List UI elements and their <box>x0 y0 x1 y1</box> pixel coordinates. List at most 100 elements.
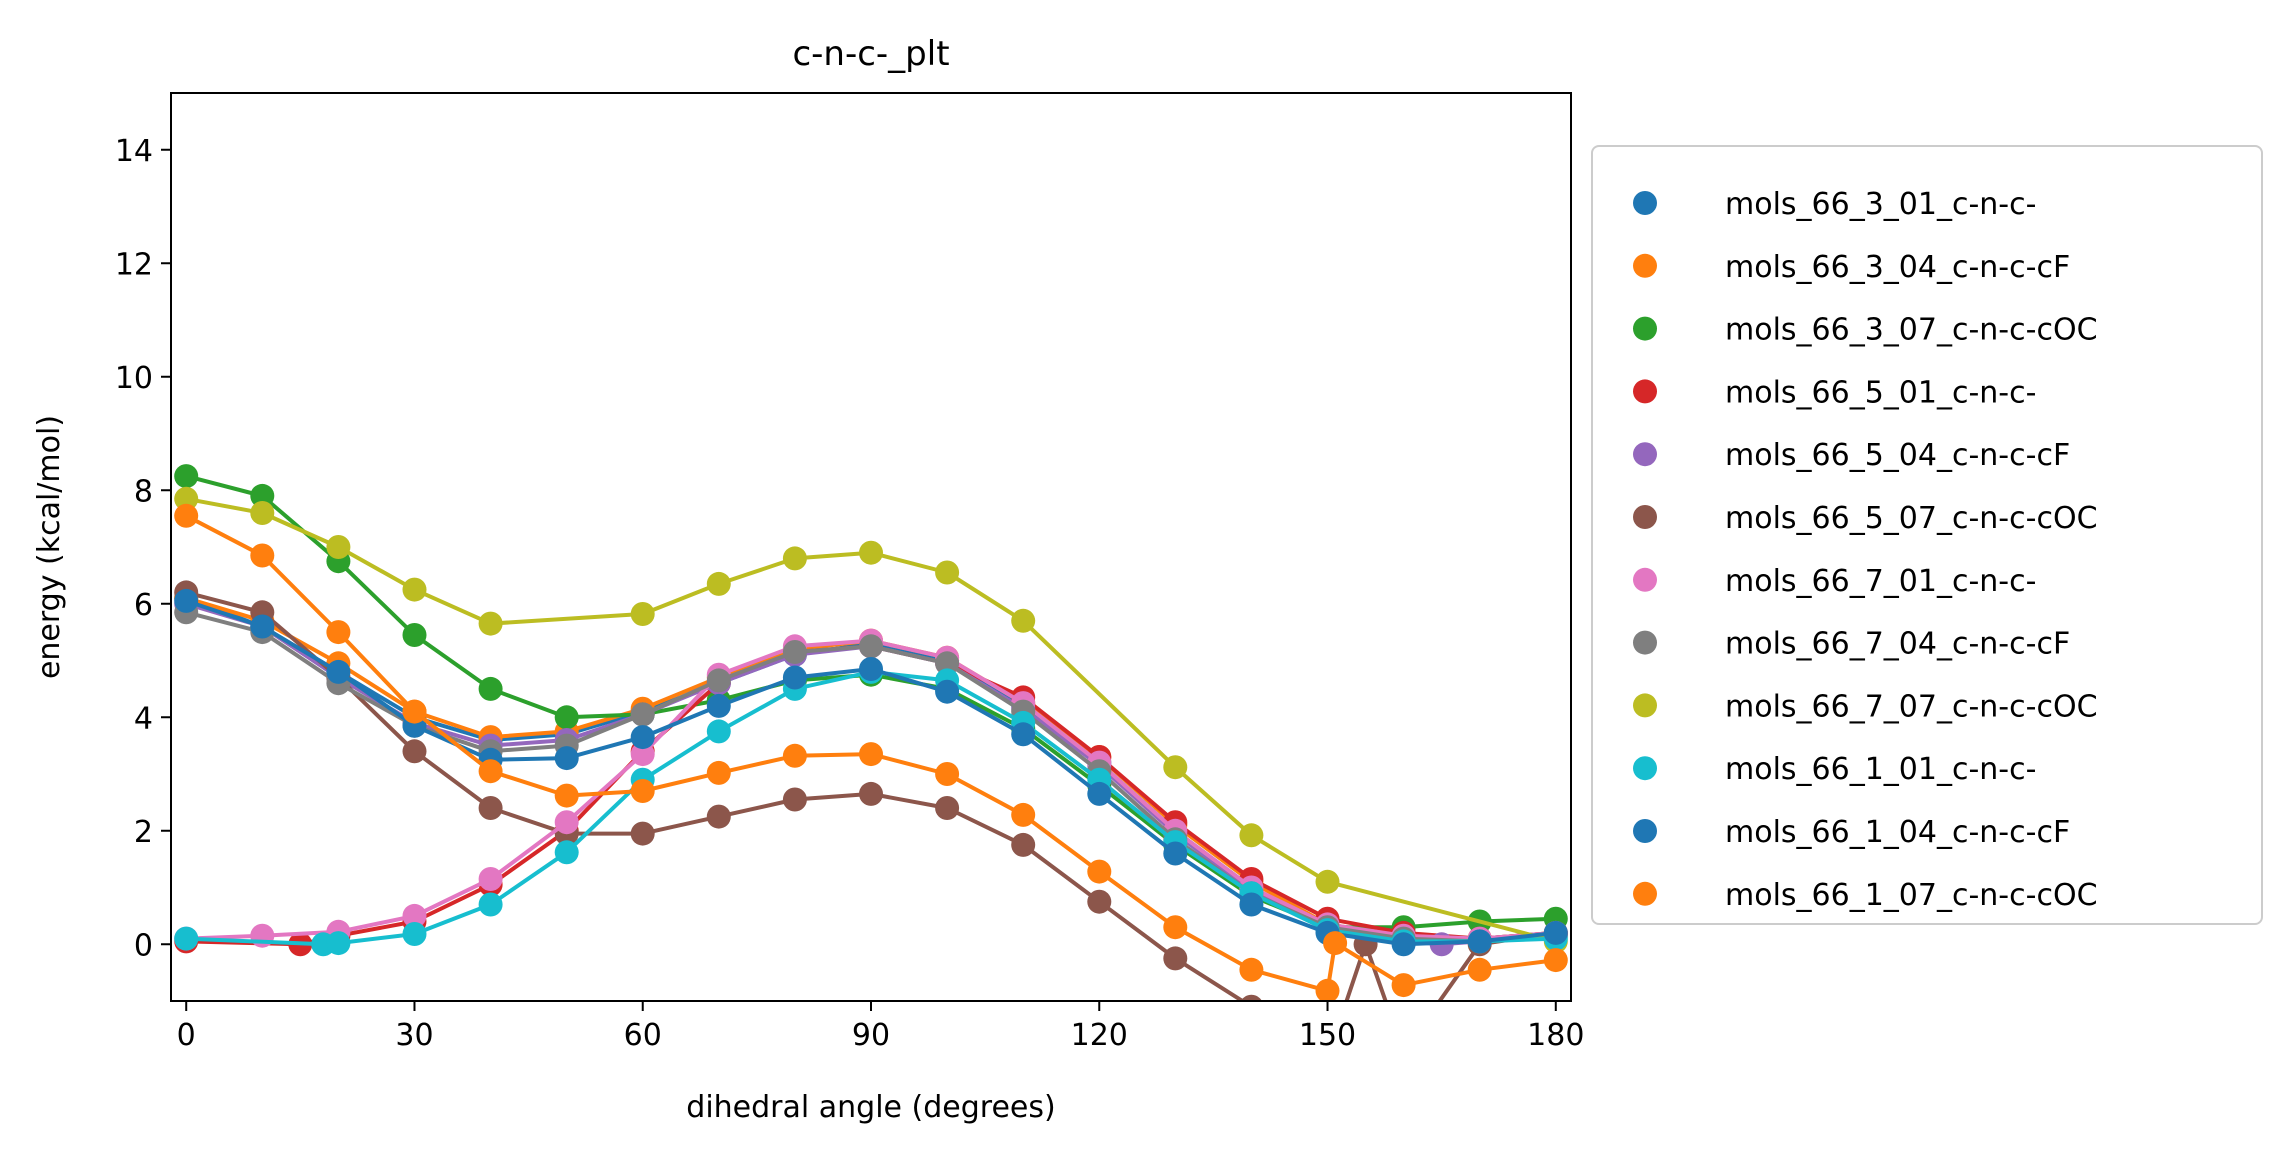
legend-item: mols_66_3_07_c-n-c-cOC <box>1633 313 2098 348</box>
data-point <box>859 540 883 565</box>
data-point <box>859 742 883 767</box>
data-point <box>782 546 807 571</box>
data-point <box>554 783 579 808</box>
data-point <box>1087 889 1112 914</box>
data-point <box>706 693 731 718</box>
data-point <box>1391 932 1416 957</box>
x-tick-label: 90 <box>852 1018 890 1053</box>
data-point <box>1163 841 1188 866</box>
data-point <box>1315 978 1340 1001</box>
data-point <box>402 699 427 724</box>
x-tick-label: 0 <box>177 1018 196 1053</box>
legend-label: mols_66_3_04_c-n-c-cF <box>1725 250 2070 285</box>
series-12 <box>174 503 1568 1001</box>
legend-marker <box>1633 756 1657 781</box>
legend-label: mols_66_7_04_c-n-c-cF <box>1725 627 2070 662</box>
legend-marker <box>1633 693 1657 718</box>
legend-marker <box>1633 881 1657 906</box>
legend-label: mols_66_7_01_c-n-c- <box>1725 564 2036 599</box>
data-point <box>1011 832 1036 857</box>
data-point <box>326 931 351 956</box>
legend-label: mols_66_1_07_c-n-c-cOC <box>1725 878 2098 913</box>
data-point <box>859 657 883 681</box>
x-tick-label: 60 <box>624 1018 662 1053</box>
data-point <box>554 705 579 730</box>
y-tick-label: 4 <box>134 701 153 736</box>
data-point <box>402 739 427 764</box>
legend-marker <box>1633 316 1657 341</box>
data-point <box>706 668 731 693</box>
x-tick-label: 30 <box>395 1018 433 1053</box>
data-point <box>478 867 503 891</box>
data-point <box>174 486 199 511</box>
data-point <box>1087 781 1112 806</box>
data-point <box>1239 892 1264 917</box>
legend-marker <box>1633 630 1657 655</box>
legend-marker <box>1633 191 1657 215</box>
data-point <box>630 742 655 767</box>
legend-item: mols_66_7_04_c-n-c-cF <box>1633 627 2070 662</box>
chart-title: c-n-c-_plt <box>792 34 949 74</box>
legend-marker <box>1633 442 1657 467</box>
legend-item: mols_66_7_01_c-n-c- <box>1633 564 2036 599</box>
data-point <box>174 588 199 613</box>
data-point <box>859 634 883 659</box>
legend-label: mols_66_7_07_c-n-c-cOC <box>1725 689 2098 724</box>
data-point <box>1163 755 1188 780</box>
data-point <box>478 796 503 820</box>
series-line <box>185 590 1557 1001</box>
x-tick-label: 120 <box>1071 1018 1128 1053</box>
data-point <box>554 840 579 865</box>
data-point <box>1163 915 1188 940</box>
legend-item: mols_66_5_07_c-n-c-cOC <box>1633 501 2098 536</box>
data-point <box>630 602 655 626</box>
y-tick-label: 0 <box>134 928 153 963</box>
y-tick-label: 8 <box>134 474 153 509</box>
data-point <box>1543 920 1568 945</box>
legend-frame <box>1591 145 2263 925</box>
data-point <box>478 759 503 784</box>
data-point <box>402 922 427 946</box>
data-point <box>174 926 199 951</box>
legend-marker <box>1633 567 1657 592</box>
data-point <box>782 665 807 690</box>
legend-label: mols_66_3_07_c-n-c-cOC <box>1725 313 2098 348</box>
legend-marker <box>1633 819 1657 843</box>
y-tick-label: 2 <box>134 815 153 850</box>
data-point <box>1240 994 1262 1001</box>
series-11 <box>174 588 1568 957</box>
data-point <box>1163 946 1188 971</box>
legend-label: mols_66_5_04_c-n-c-cF <box>1725 438 2070 473</box>
legend-item: mols_66_7_07_c-n-c-cOC <box>1633 689 2098 724</box>
data-point <box>478 611 503 636</box>
data-point <box>478 676 503 701</box>
legend-label: mols_66_1_04_c-n-c-cF <box>1725 815 2070 850</box>
data-point <box>706 719 731 744</box>
data-point <box>250 614 275 639</box>
data-point <box>326 659 351 684</box>
data-point <box>250 501 275 525</box>
y-axis-label: energy (kcal/mol) <box>32 415 67 679</box>
data-point <box>630 821 655 846</box>
data-point <box>554 810 579 835</box>
data-point <box>706 760 731 785</box>
data-point <box>1239 823 1264 848</box>
y-tick-label: 12 <box>115 247 153 282</box>
legend-item: mols_66_5_01_c-n-c- <box>1633 375 2036 410</box>
y-axis-ticks: 0 2 4 6 8 10 12 14 <box>115 134 171 963</box>
data-point <box>935 651 960 676</box>
data-point <box>250 543 275 568</box>
y-tick-label: 10 <box>115 361 153 396</box>
legend-item: mols_66_1_04_c-n-c-cF <box>1633 815 2070 850</box>
data-point <box>402 623 427 647</box>
data-point <box>326 620 351 645</box>
legend-item: mols_66_1_01_c-n-c- <box>1633 752 2036 787</box>
data-point <box>782 743 807 768</box>
data-point <box>706 804 731 829</box>
data-point <box>1011 608 1036 633</box>
x-axis-ticks: 0 30 60 90 120 150 180 <box>177 1001 1584 1053</box>
data-point <box>1391 973 1416 998</box>
y-tick-label: 6 <box>134 588 153 623</box>
data-point <box>782 787 807 812</box>
